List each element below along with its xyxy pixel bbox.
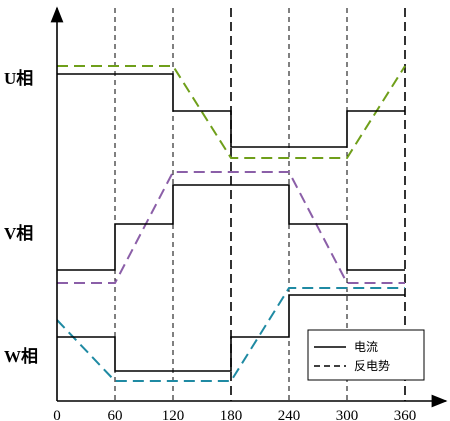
legend: 电流 反电势 [307, 329, 425, 381]
back-emf-line-w [56, 287, 405, 382]
legend-label-current: 电流 [354, 340, 378, 354]
current-line-v [57, 184, 405, 271]
phase-label-u: U相 [4, 68, 33, 88]
x-tick-labels: 0 60 120 180 240 300 360 [53, 408, 416, 421]
x-tick-label: 0 [53, 408, 61, 421]
x-tick-label: 120 [162, 408, 185, 421]
x-tick-label: 360 [394, 408, 417, 421]
back-emf-line-u [57, 65, 406, 159]
legend-label-back-emf: 反电势 [354, 359, 390, 373]
back-emf-line-v [57, 171, 405, 284]
series-group [56, 65, 406, 382]
current-line-u [57, 73, 405, 148]
x-tick-label: 300 [336, 408, 359, 421]
phase-label-w: W相 [4, 346, 38, 366]
x-tick-label: 180 [220, 408, 243, 421]
legend-box [307, 329, 425, 381]
phase-label-v: V相 [4, 223, 33, 243]
current-line-w [57, 294, 405, 372]
x-tick-label: 240 [278, 408, 301, 421]
x-tick-label: 60 [108, 408, 123, 421]
